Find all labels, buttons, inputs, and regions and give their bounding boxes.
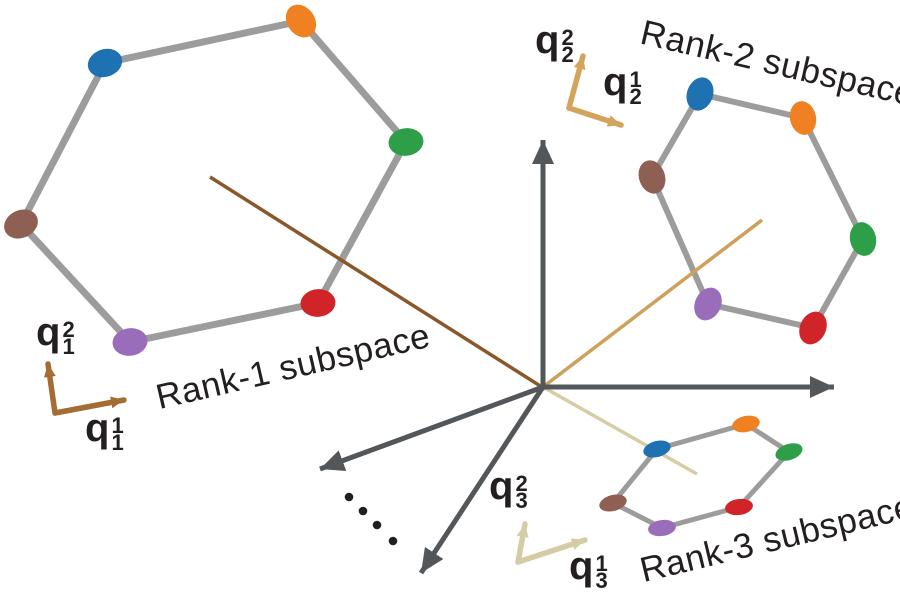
rank1-node-blue <box>87 48 123 78</box>
rank1-hexagon-edges <box>17 17 410 346</box>
q1-vertical-arrow <box>43 361 58 416</box>
ellipsis-dot <box>358 506 368 516</box>
q-superscript: 2 <box>62 317 75 342</box>
q-symbol: q <box>85 406 110 450</box>
q-script-stack: 1 3 <box>595 551 608 593</box>
rank3-node-purple <box>648 519 676 537</box>
rank2-node-purple <box>694 287 722 321</box>
q-superscript: 1 <box>595 551 608 576</box>
rank3-subspace-line <box>542 385 698 476</box>
q3-vertical-label: q 2 3 <box>489 464 528 513</box>
q2-basis-arrows <box>566 53 624 128</box>
q2-vertical-label: q 2 2 <box>535 18 574 67</box>
q-superscript: 2 <box>515 471 528 496</box>
q-subscript: 3 <box>595 567 608 593</box>
q-script-stack: 2 1 <box>62 317 75 359</box>
q-subscript: 2 <box>629 83 642 109</box>
q-subscript: 1 <box>111 429 124 455</box>
q1-horizontal-label: q 1 1 <box>85 406 124 455</box>
coordinate-axes <box>319 140 834 575</box>
rank2-hexagon-nodes <box>638 77 877 345</box>
q-script-stack: 1 2 <box>629 67 642 109</box>
q1-basis-arrows <box>43 361 127 416</box>
rank2-node-blue <box>686 77 714 111</box>
rank2-node-brown <box>638 160 666 194</box>
q-script-stack: 2 3 <box>515 471 528 513</box>
rank2-subspace-line <box>541 218 764 389</box>
rank1-hexagon-nodes <box>4 4 424 356</box>
rank1-subspace-line <box>209 175 546 391</box>
axis-left-down-arrow <box>319 384 544 472</box>
rank3-node-red <box>725 498 753 516</box>
q2-vertical-arrow <box>566 53 586 111</box>
rank1-node-purple <box>112 328 148 356</box>
rank3-node-blue <box>643 440 671 458</box>
axis-down-left-arrow <box>418 385 546 575</box>
q-script-stack: 2 2 <box>561 25 574 67</box>
rank2-node-orange <box>789 101 817 135</box>
q-superscript: 1 <box>111 413 124 438</box>
q3-horizontal-arrow <box>515 537 588 565</box>
rank3-node-brown <box>599 494 627 512</box>
rank2-hexagon-edges <box>649 91 866 331</box>
rank2-node-red <box>799 311 827 345</box>
q-subscript: 3 <box>515 487 528 513</box>
q2-horizontal-label: q 1 2 <box>603 60 642 109</box>
q-superscript: 2 <box>561 25 574 50</box>
q3-vertical-arrow <box>515 521 529 565</box>
q2-horizontal-arrow <box>566 105 624 128</box>
rank1-node-red <box>300 289 336 317</box>
rank1-node-orange <box>285 4 317 38</box>
q-superscript: 1 <box>629 67 642 92</box>
rank1-node-brown <box>4 209 38 239</box>
q-script-stack: 1 1 <box>111 413 124 455</box>
q-symbol: q <box>603 60 628 104</box>
ellipsis-dot <box>372 520 382 530</box>
q3-basis-arrows <box>515 521 588 565</box>
rank3-node-orange <box>732 415 760 433</box>
q1-horizontal-arrow <box>52 396 127 416</box>
q-subscript: 2 <box>561 41 574 67</box>
rank3-node-green <box>775 443 803 461</box>
rank1-node-green <box>388 128 424 156</box>
ellipsis-dot <box>344 492 354 502</box>
ellipsis-dot <box>388 536 398 546</box>
ellipsis-dots <box>344 492 398 546</box>
q-symbol: q <box>489 464 514 508</box>
rank2-node-green <box>849 222 877 256</box>
q-symbol: q <box>535 18 560 62</box>
q-subscript: 1 <box>62 333 75 359</box>
q3-horizontal-label: q 1 3 <box>569 544 608 593</box>
q-symbol: q <box>569 544 594 588</box>
rank3-hexagon-nodes <box>599 415 803 537</box>
q1-vertical-label: q 2 1 <box>36 310 75 359</box>
q-symbol: q <box>36 310 61 354</box>
